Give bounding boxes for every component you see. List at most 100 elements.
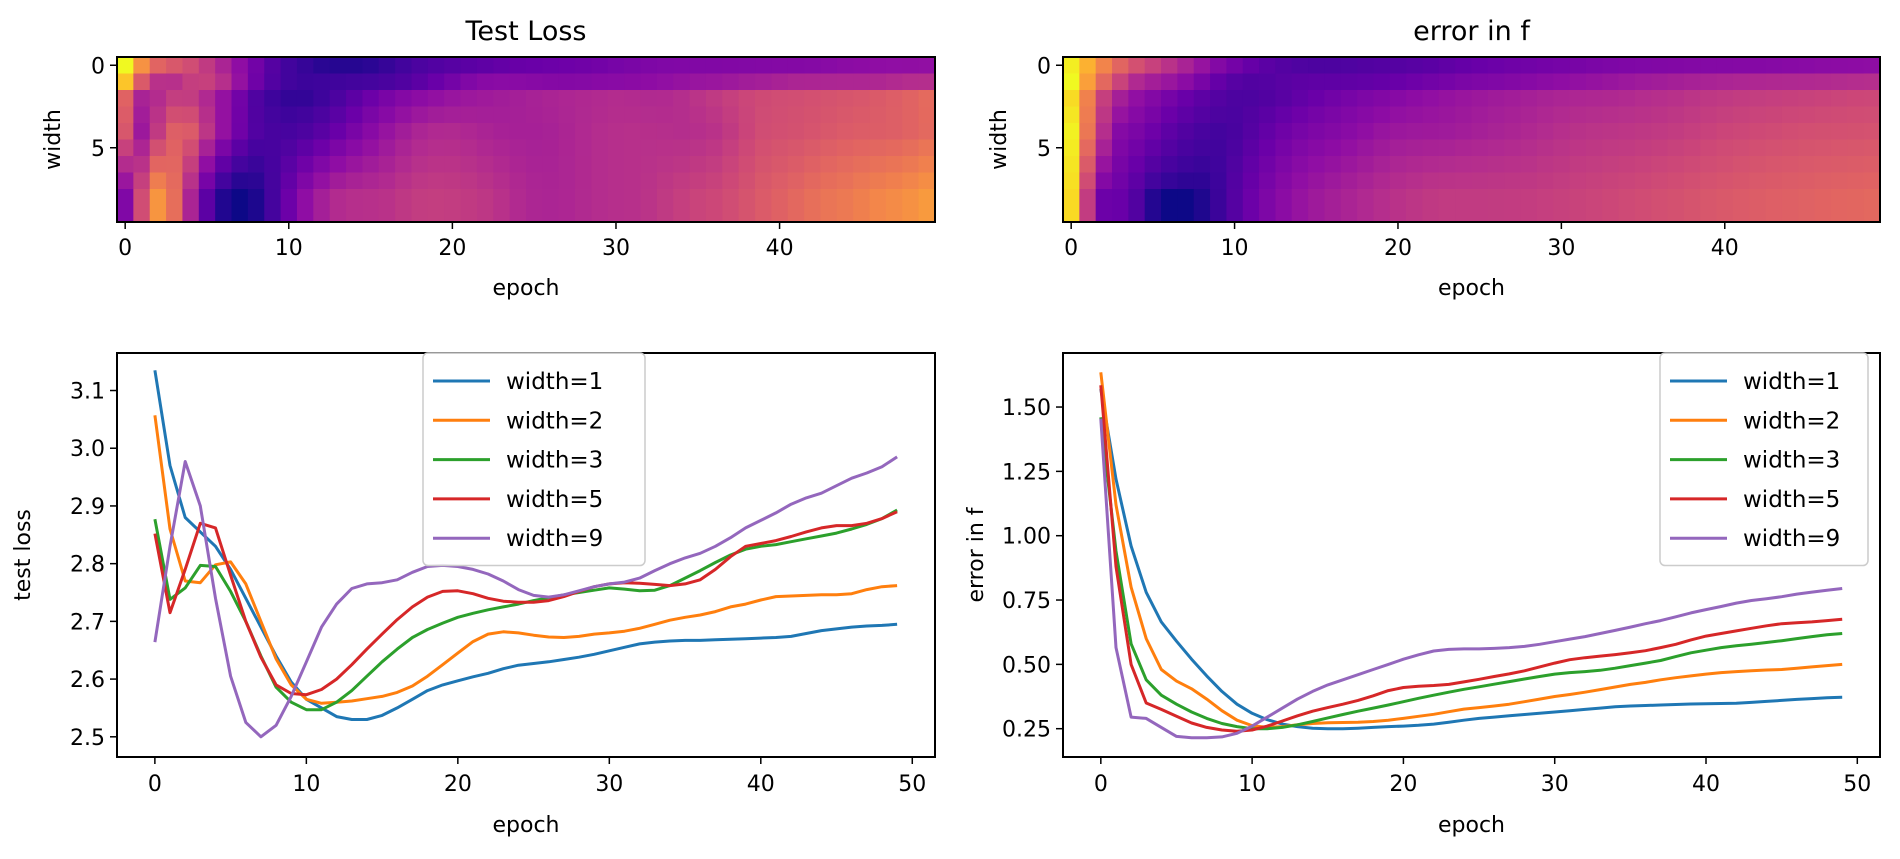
heatmap-cell	[1749, 123, 1767, 141]
heatmap-cell	[427, 73, 445, 91]
heatmap-cell	[1193, 156, 1211, 174]
heatmap-cell	[476, 156, 494, 174]
y-tick-label: 1.25	[1002, 460, 1051, 485]
heatmap-cell	[526, 123, 543, 141]
heatmap-cell	[918, 205, 936, 223]
heatmap-cell	[1618, 90, 1636, 108]
heatmap-cell	[853, 189, 871, 207]
heatmap-cell	[329, 172, 347, 190]
heatmap-cell	[1716, 172, 1734, 190]
heatmap-cell	[1340, 90, 1358, 108]
heatmap-cell	[1259, 189, 1277, 207]
heatmap-cell	[804, 73, 822, 91]
x-tick-label: 40	[766, 236, 794, 261]
heatmap-cell	[526, 205, 543, 223]
heatmap-cell	[1536, 106, 1554, 124]
heatmap-cell	[149, 156, 167, 174]
heatmap-cell	[1863, 205, 1881, 223]
heatmap-cell	[1275, 123, 1293, 141]
heatmap-cell	[885, 73, 903, 91]
heatmap-cell	[1438, 73, 1456, 91]
heatmap-cell	[1161, 57, 1178, 75]
y-tick-label: 1.00	[1002, 525, 1051, 550]
heatmap-cell	[1226, 172, 1244, 190]
heatmap-cell	[264, 205, 282, 223]
heatmap-cell	[804, 57, 822, 75]
heatmap-cell	[1814, 189, 1832, 207]
heatmap-cell	[1161, 123, 1178, 141]
heatmap-cell	[836, 57, 854, 75]
heatmap-cell	[1063, 73, 1080, 91]
heatmap-cell	[215, 172, 233, 190]
heatmap-cell	[1765, 205, 1783, 223]
heatmap-cell	[1781, 90, 1799, 108]
heatmap-cell	[902, 172, 920, 190]
heatmap-cell	[1683, 106, 1701, 124]
heatmap-cell	[1455, 139, 1473, 157]
heatmap-cell	[1520, 139, 1538, 157]
heatmap-cell	[133, 205, 151, 223]
heatmap-cell	[198, 189, 216, 207]
heatmap-cell	[542, 172, 560, 190]
heatmap-cell	[1634, 139, 1652, 157]
y-ticks: 0.25 0.50 0.75 1.00 1.25 1.50	[1002, 396, 1063, 743]
heatmap-cell	[869, 57, 887, 75]
heatmap-cell	[1357, 123, 1375, 141]
heatmap-cell	[1585, 156, 1603, 174]
heatmap-cell	[1504, 189, 1522, 207]
heatmap-cell	[640, 73, 658, 91]
heatmap-cell	[1634, 172, 1652, 190]
heatmap-cell	[1389, 139, 1407, 157]
heatmap-cell	[1504, 73, 1522, 91]
heatmap-cell	[509, 139, 527, 157]
y-tick-label: 0	[91, 54, 105, 79]
heatmap-cell	[1585, 106, 1603, 124]
legend-label: width=5	[1743, 487, 1840, 513]
heatmap-cells	[1063, 57, 1881, 223]
heatmap-cell	[1193, 139, 1211, 157]
heatmap-cell	[1716, 73, 1734, 91]
heatmap-cell	[1112, 156, 1129, 174]
heatmap-cell	[575, 123, 593, 141]
legend: width=1 width=2 width=3 width=5 width=9	[1659, 352, 1869, 567]
heatmap-cell	[607, 156, 625, 174]
heatmap-cell	[1438, 156, 1456, 174]
heatmap-cell	[427, 106, 445, 124]
heatmap-cell	[1226, 90, 1244, 108]
heatmap-cell	[738, 205, 756, 223]
heatmap-cell	[1667, 90, 1685, 108]
heatmap-cell	[1716, 106, 1734, 124]
heatmap-cell	[624, 57, 642, 75]
heatmap-cell	[1259, 139, 1277, 157]
heatmap-cell	[591, 156, 609, 174]
heatmap-cell	[1634, 57, 1652, 75]
heatmap-cell	[607, 106, 625, 124]
y-tick-label: 0	[1037, 54, 1051, 79]
heatmap-cell	[640, 205, 658, 223]
heatmap-cell	[869, 156, 887, 174]
heatmap-cell	[247, 205, 265, 223]
heatmap-cell	[1226, 139, 1244, 157]
heatmap-cell	[1455, 156, 1473, 174]
heatmap-cell	[1161, 106, 1178, 124]
heatmap-cell	[1079, 106, 1097, 124]
heatmap-cell	[1618, 172, 1636, 190]
heatmap-cell	[215, 90, 233, 108]
heatmap-cell	[149, 90, 167, 108]
heatmap-cell	[346, 172, 363, 190]
heatmap-cell	[722, 106, 740, 124]
heatmap-cell	[1112, 123, 1129, 141]
heatmap-cell	[1618, 57, 1636, 75]
heatmap-cell	[1193, 123, 1211, 141]
heatmap-cell	[1291, 172, 1309, 190]
heatmap-cell	[1193, 189, 1211, 207]
legend-label: width=9	[506, 526, 603, 552]
heatmap-cell	[493, 156, 511, 174]
heatmap-cell	[1814, 90, 1832, 108]
heatmap-cell	[607, 73, 625, 91]
heatmap-cell	[1781, 57, 1799, 75]
x-ticks: 0 10 20 30 40 50	[148, 757, 926, 797]
heatmap-cell	[722, 73, 740, 91]
heatmap-cell	[1520, 123, 1538, 141]
heatmap-cell	[1324, 156, 1342, 174]
